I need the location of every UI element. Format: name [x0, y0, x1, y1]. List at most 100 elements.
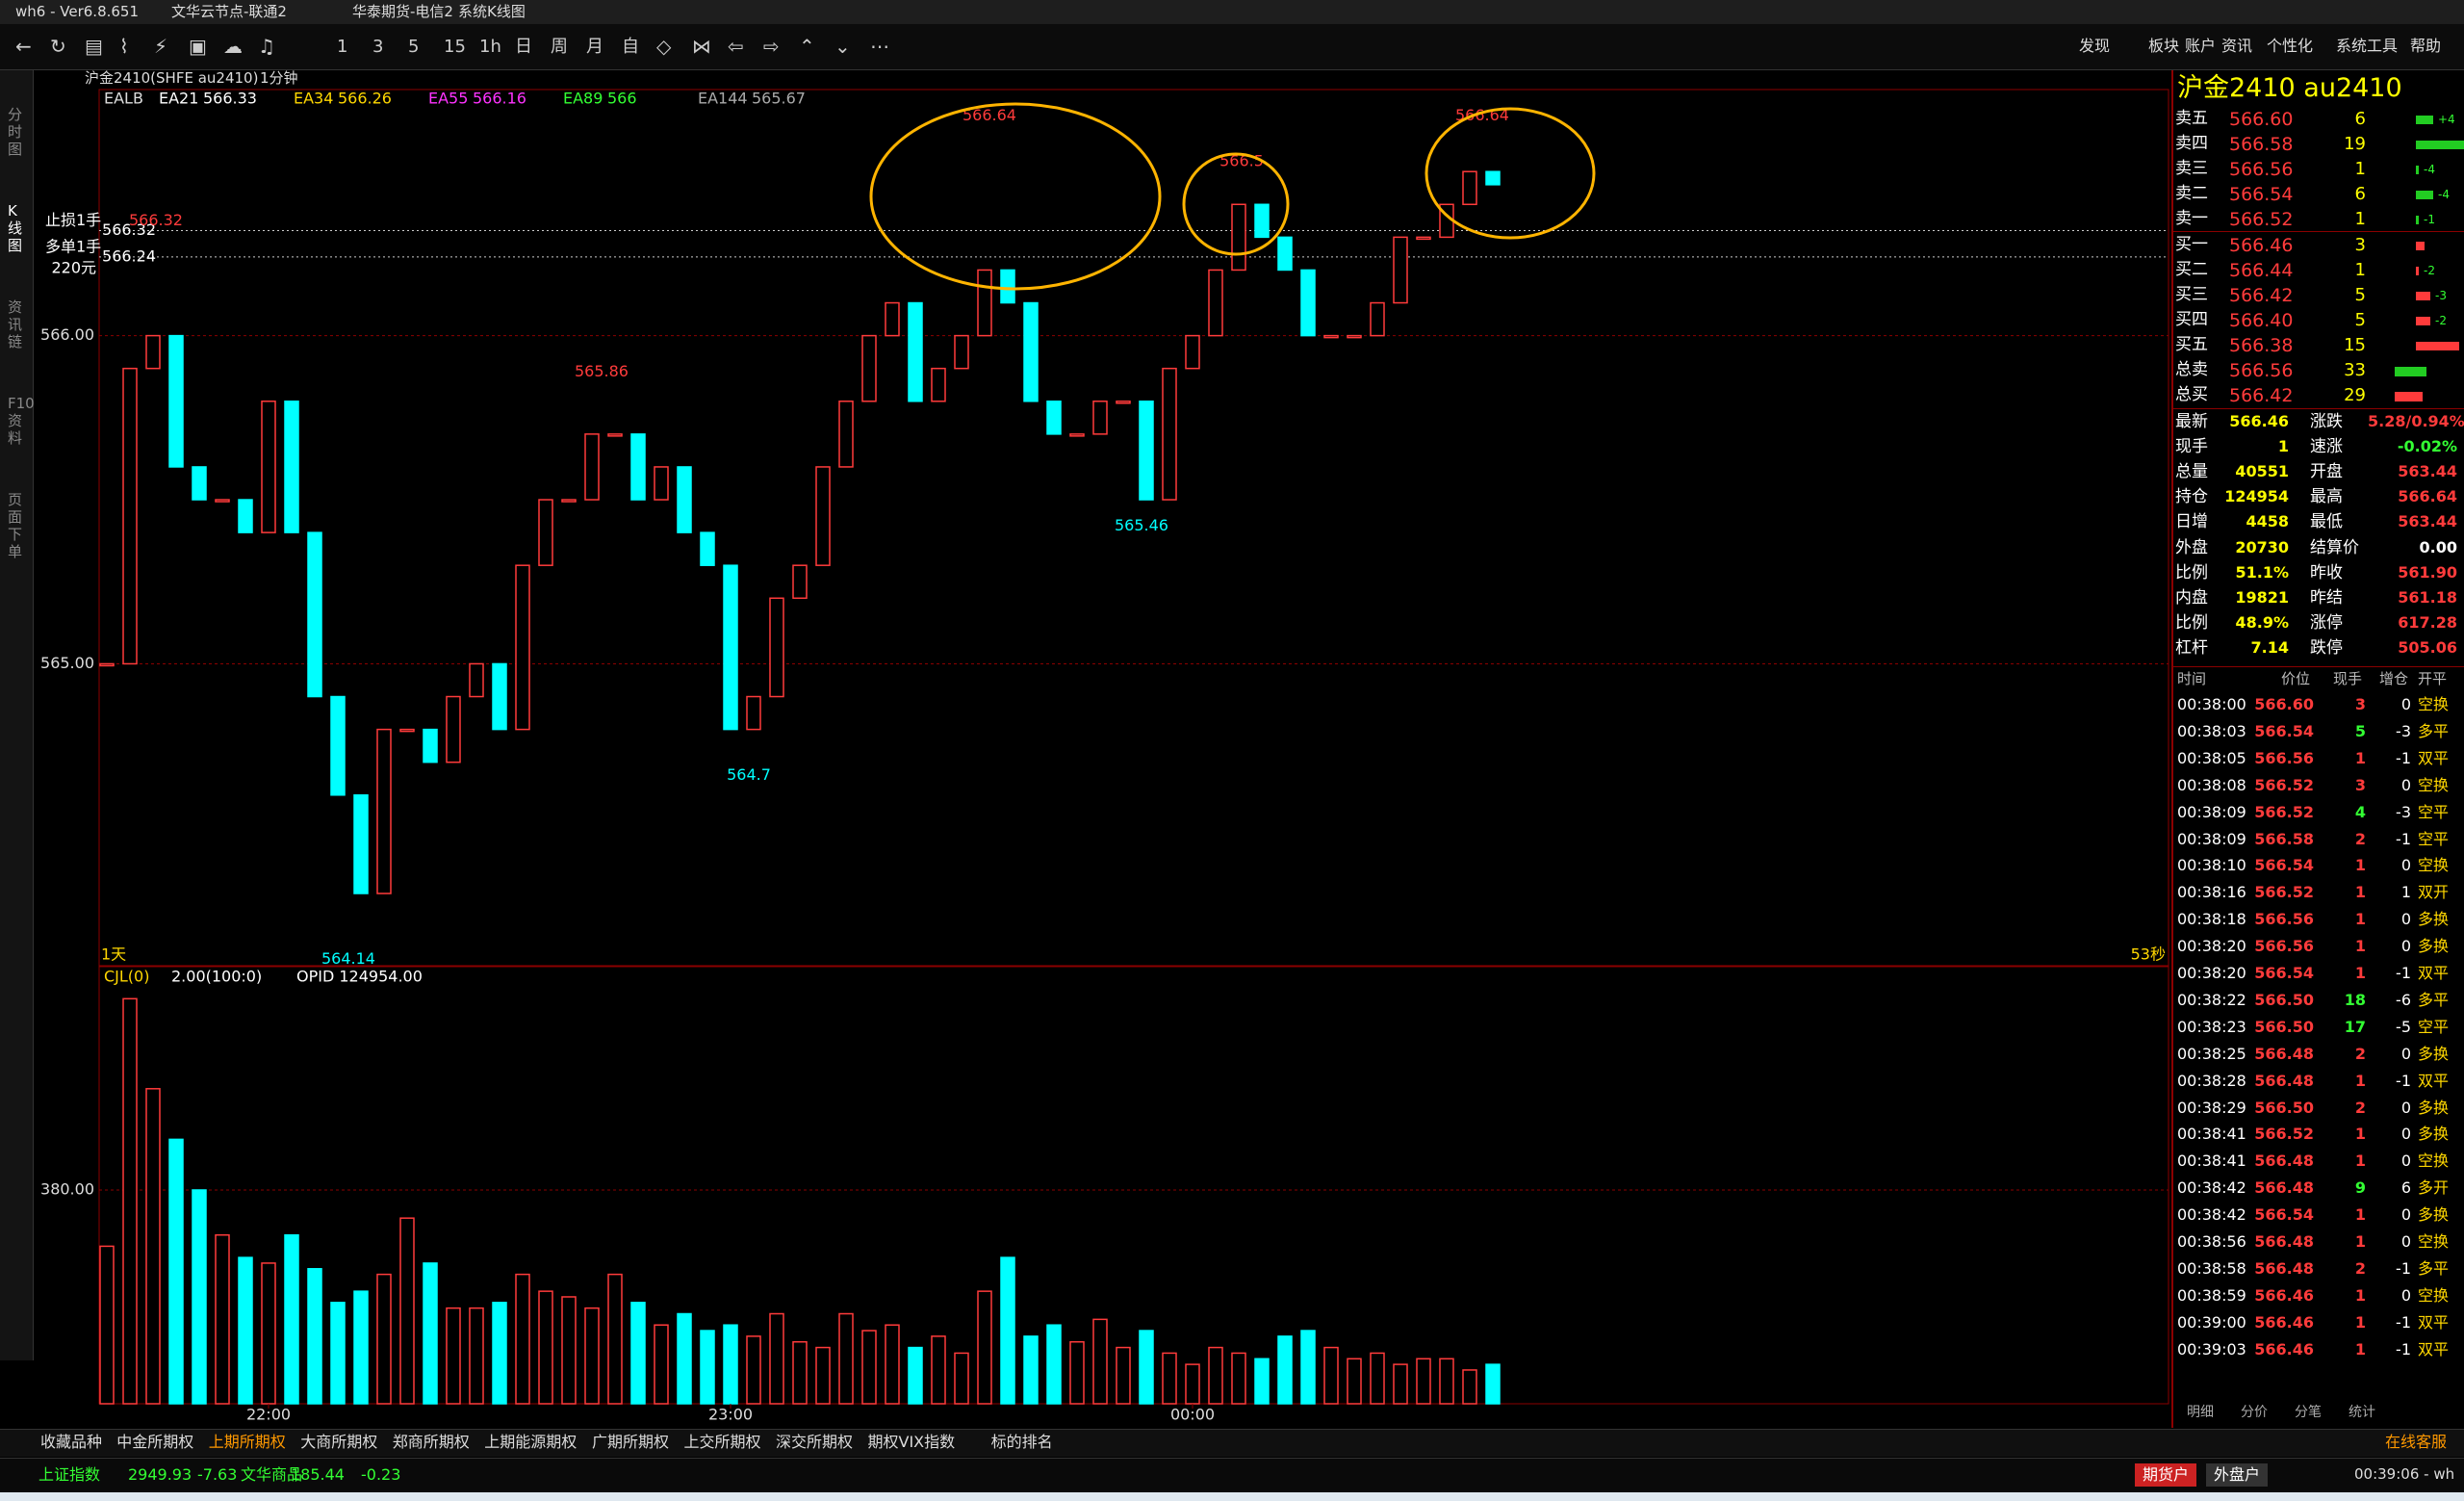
volume-bar	[168, 1138, 184, 1405]
volume-bar	[330, 1302, 346, 1405]
toolbar-icon[interactable]: ▣	[189, 35, 207, 58]
toolbar-icon[interactable]: ⌃	[799, 35, 815, 58]
period-button[interactable]: 1	[337, 37, 348, 57]
trade-cell: 0	[2400, 910, 2411, 929]
service-link[interactable]: 在线客服	[2385, 1433, 2448, 1451]
market-tab[interactable]: 标的排名	[990, 1433, 1053, 1451]
quote-tab[interactable]: 分笔	[2295, 1405, 2322, 1420]
toolbar-icon[interactable]: ⇦	[728, 35, 744, 58]
period-button[interactable]: 3	[372, 37, 384, 57]
market-tab[interactable]: 广期所期权	[592, 1433, 670, 1451]
toolbar-icon[interactable]: ⇨	[763, 35, 780, 58]
book-price: 566.54	[2229, 184, 2294, 206]
market-tab[interactable]: 上期能源期权	[484, 1433, 578, 1451]
market-tab[interactable]: 上交所期权	[683, 1433, 761, 1451]
quote-tab[interactable]: 统计	[2348, 1405, 2375, 1420]
indicator-label: EA89	[563, 90, 603, 108]
toolbar-icon[interactable]: ▤	[85, 35, 103, 58]
trade-cell: 566.60	[2254, 695, 2314, 713]
candle	[261, 401, 276, 533]
toolbar-icon[interactable]: ♫	[258, 35, 275, 58]
candle	[700, 531, 715, 566]
volume-bar	[399, 1217, 415, 1405]
menu-item[interactable]: 账户	[2185, 37, 2217, 55]
trade-cell: 566.48	[2254, 1044, 2314, 1063]
index-quote: 文华商品	[241, 1465, 303, 1484]
account-button[interactable]: 期货户	[2135, 1463, 2197, 1487]
market-tab[interactable]: 中金所期权	[116, 1433, 194, 1451]
chart-period[interactable]: 1分钟	[260, 69, 298, 87]
toolbar-icon[interactable]: ⌇	[119, 35, 129, 58]
trade-cell: 566.52	[2254, 1125, 2314, 1144]
stat-value: 124954	[2224, 487, 2289, 506]
trade-cell: 00:38:42	[2177, 1205, 2246, 1225]
toolbar-icon[interactable]: ⋯	[870, 35, 889, 58]
trade-cell: 0	[2400, 937, 2411, 956]
toolbar-icon[interactable]: ↻	[50, 35, 66, 58]
trade-cell: 566.54	[2254, 1205, 2314, 1225]
market-tab[interactable]: 大商所期权	[300, 1433, 378, 1451]
book-change: -2	[2424, 263, 2435, 277]
menu-item[interactable]: 板块	[2148, 37, 2180, 55]
period-button[interactable]: 月	[586, 37, 603, 57]
title-bar	[0, 0, 2464, 24]
quote-tab[interactable]: 分价	[2241, 1405, 2268, 1420]
trade-cell: 00:38:59	[2177, 1285, 2246, 1305]
toolbar-icon[interactable]: ⚡	[154, 35, 168, 58]
menu-item[interactable]: 系统工具	[2336, 37, 2399, 55]
book-price: 566.46	[2229, 234, 2294, 256]
period-button[interactable]: 15	[444, 37, 466, 57]
period-button[interactable]: 自	[622, 37, 639, 57]
market-tab[interactable]: 深交所期权	[776, 1433, 854, 1451]
trade-cell: 00:39:03	[2177, 1339, 2246, 1359]
menu-item[interactable]: 发现	[2079, 37, 2111, 55]
market-tab[interactable]: 郑商所期权	[392, 1433, 470, 1451]
toolbar-icon[interactable]: ⌄	[834, 35, 851, 58]
toolbar-icon[interactable]: ◇	[656, 35, 672, 58]
side-tab[interactable]: 页面下单	[8, 491, 23, 560]
trade-cell: 空平	[2418, 829, 2450, 848]
window-tab[interactable]: 华泰期货-电信2	[352, 3, 453, 20]
stat-label: 外盘	[2175, 537, 2208, 557]
volume-bar	[815, 1346, 831, 1405]
candle	[307, 531, 322, 698]
clock: 00:39:06 - wh	[2354, 1465, 2455, 1483]
market-tab[interactable]: 上期所期权	[208, 1433, 286, 1451]
trade-header: 现手	[2333, 670, 2363, 687]
trade-cell: 多换	[2418, 1098, 2450, 1117]
menu-item[interactable]: 资讯	[2221, 37, 2253, 55]
stat-value: 20730	[2235, 537, 2289, 556]
chart-contract[interactable]: 沪金2410(SHFE au2410)	[85, 69, 259, 87]
window-tab[interactable]: 系统K线图	[458, 3, 526, 20]
toolbar-icon[interactable]: ←	[15, 35, 32, 58]
side-tab[interactable]: 资讯链	[8, 298, 23, 350]
trade-cell: 3	[2354, 775, 2366, 794]
indicator-name: EALB	[104, 90, 143, 108]
volume-bar	[1300, 1330, 1316, 1405]
toolbar-icon[interactable]: ⋈	[692, 35, 711, 58]
trade-cell: 00:38:16	[2177, 883, 2246, 902]
depth-bar	[2416, 141, 2464, 150]
price-annotation: 565.86	[575, 362, 629, 380]
period-button[interactable]: 5	[408, 37, 420, 57]
market-tab[interactable]: 收藏品种	[40, 1433, 103, 1451]
period-button[interactable]: 周	[551, 37, 568, 57]
menu-item[interactable]: 个性化	[2267, 37, 2314, 55]
volume-bar	[492, 1302, 507, 1405]
book-label: 卖五	[2175, 109, 2208, 128]
market-tab[interactable]: 期权VIX指数	[867, 1433, 956, 1451]
account-button[interactable]: 外盘户	[2206, 1463, 2269, 1487]
side-tab[interactable]: K线图	[8, 202, 23, 254]
period-button[interactable]: 1h	[479, 37, 501, 57]
side-tab[interactable]: 分时图	[8, 106, 23, 158]
book-label: 买四	[2175, 309, 2208, 329]
quote-tab[interactable]: 明细	[2187, 1405, 2214, 1420]
period-button[interactable]: 日	[515, 37, 532, 57]
volume-bar	[1116, 1346, 1131, 1405]
window-tab[interactable]: 文华云节点-联通2	[171, 3, 287, 20]
candle	[861, 334, 877, 402]
trade-cell: 0	[2400, 856, 2411, 875]
trade-cell: -1	[2396, 748, 2411, 767]
toolbar-icon[interactable]: ☁	[223, 35, 243, 58]
menu-item[interactable]: 帮助	[2410, 37, 2442, 55]
